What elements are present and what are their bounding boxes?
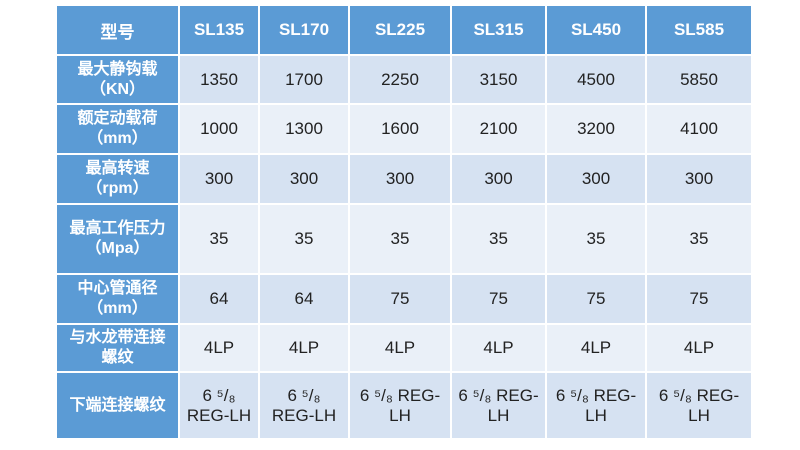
value-cell: 300 [178,153,260,205]
label-line: （KN） [89,80,146,98]
value-cell: 3150 [450,54,547,105]
value-cell: 75 [545,273,647,325]
value-cell: 6 ⁵/₈ REG-LH [348,371,452,440]
value-cell: 6 ⁵/₈ REG-LH [545,371,647,440]
row-label: 下端连接螺纹 [55,371,180,440]
value-cell: 1700 [258,54,350,105]
value-cell: 35 [645,203,753,275]
value-cell: 75 [450,273,547,325]
header-cell: SL585 [645,4,753,56]
value-cell: 300 [545,153,647,205]
table-row: 额定动载荷 （mm） 1000 1300 1600 2100 3200 4100 [55,103,753,155]
table-row: 最高转速 （rpm） 300 300 300 300 300 300 [55,153,753,205]
value-cell: 300 [348,153,452,205]
header-cell: SL450 [545,4,647,56]
table-body: 最大静钩载 （KN） 1350 1700 2250 3150 4500 5850 额定动载荷 （m… [55,54,753,440]
label-line: 最高工作压力 [69,220,166,237]
value-cell: 4100 [645,103,753,155]
value-cell: 4LP [258,323,350,373]
value-cell: 6 ⁵/₈ REG-LH [450,371,547,440]
header-cell: SL135 [178,4,260,56]
value-cell: 6 ⁵/₈ REG-LH [258,371,350,440]
value-cell: 75 [645,273,753,325]
value-cell: 4LP [450,323,547,373]
value-cell: 64 [178,273,260,325]
row-label: 最高转速 （rpm） [55,153,180,205]
value-cell: 4500 [545,54,647,105]
value-cell: 35 [258,203,350,275]
value-cell: 6 ⁵/₈ REG-LH [178,371,260,440]
row-label: 最大静钩载 （KN） [55,54,180,105]
value-cell: 1600 [348,103,452,155]
table-row: 最高工作压力 （Mpa） 35 35 35 35 35 35 [55,203,753,275]
value-cell: 2250 [348,54,452,105]
value-cell: 4LP [348,323,452,373]
row-label: 额定动载荷 （mm） [55,103,180,155]
header-cell: 型号 [55,4,180,56]
label-line: （rpm） [86,180,149,197]
value-cell: 35 [545,203,647,275]
label-line: 中心管通径 [77,280,158,297]
value-cell: 35 [348,203,452,275]
value-cell: 4LP [645,323,753,373]
value-cell: 5850 [645,54,753,105]
label-line: 螺纹 [101,349,134,366]
label-line: （Mpa） [85,240,150,257]
value-cell: 300 [645,153,753,205]
label-line: 与水龙带连接 [69,329,166,346]
value-cell: 35 [178,203,260,275]
label-line: 最高转速 [85,160,150,177]
value-cell: 4LP [545,323,647,373]
header-row: 型号 SL135 SL170 SL225 SL315 SL450 SL585 [55,4,753,56]
value-cell: 4LP [178,323,260,373]
value-cell: 1000 [178,103,260,155]
value-cell: 6 ⁵/₈ REG-LH [645,371,753,440]
table-row: 下端连接螺纹 6 ⁵/₈ REG-LH 6 ⁵/₈ REG-LH 6 ⁵/₈ REG-… [55,371,753,440]
label-line: 额定动载荷 [77,110,158,127]
table-row: 中心管通径 （mm） 64 64 75 75 75 75 [55,273,753,325]
label-line: （mm） [87,300,148,317]
value-cell: 1300 [258,103,350,155]
table-row: 与水龙带连接 螺纹 4LP 4LP 4LP 4LP 4LP 4LP [55,323,753,373]
header-cell: SL225 [348,4,452,56]
value-cell: 2100 [450,103,547,155]
label-line: （mm） [87,130,148,147]
header-cell: SL170 [258,4,350,56]
label-line: 下端连接螺纹 [69,396,166,414]
value-cell: 300 [258,153,350,205]
value-cell: 300 [450,153,547,205]
row-label: 最高工作压力 （Mpa） [55,203,180,275]
header-cell: SL315 [450,4,547,56]
value-cell: 75 [348,273,452,325]
value-cell: 3200 [545,103,647,155]
label-line: 最大静钩载 [77,60,158,78]
table-row: 最大静钩载 （KN） 1350 1700 2250 3150 4500 5850 [55,54,753,105]
row-label: 中心管通径 （mm） [55,273,180,325]
value-cell: 64 [258,273,350,325]
value-cell: 35 [450,203,547,275]
row-label: 与水龙带连接 螺纹 [55,323,180,373]
value-cell: 1350 [178,54,260,105]
spec-table: 型号 SL135 SL170 SL225 SL315 SL450 SL585 最大静钩载 （K… [55,4,753,440]
